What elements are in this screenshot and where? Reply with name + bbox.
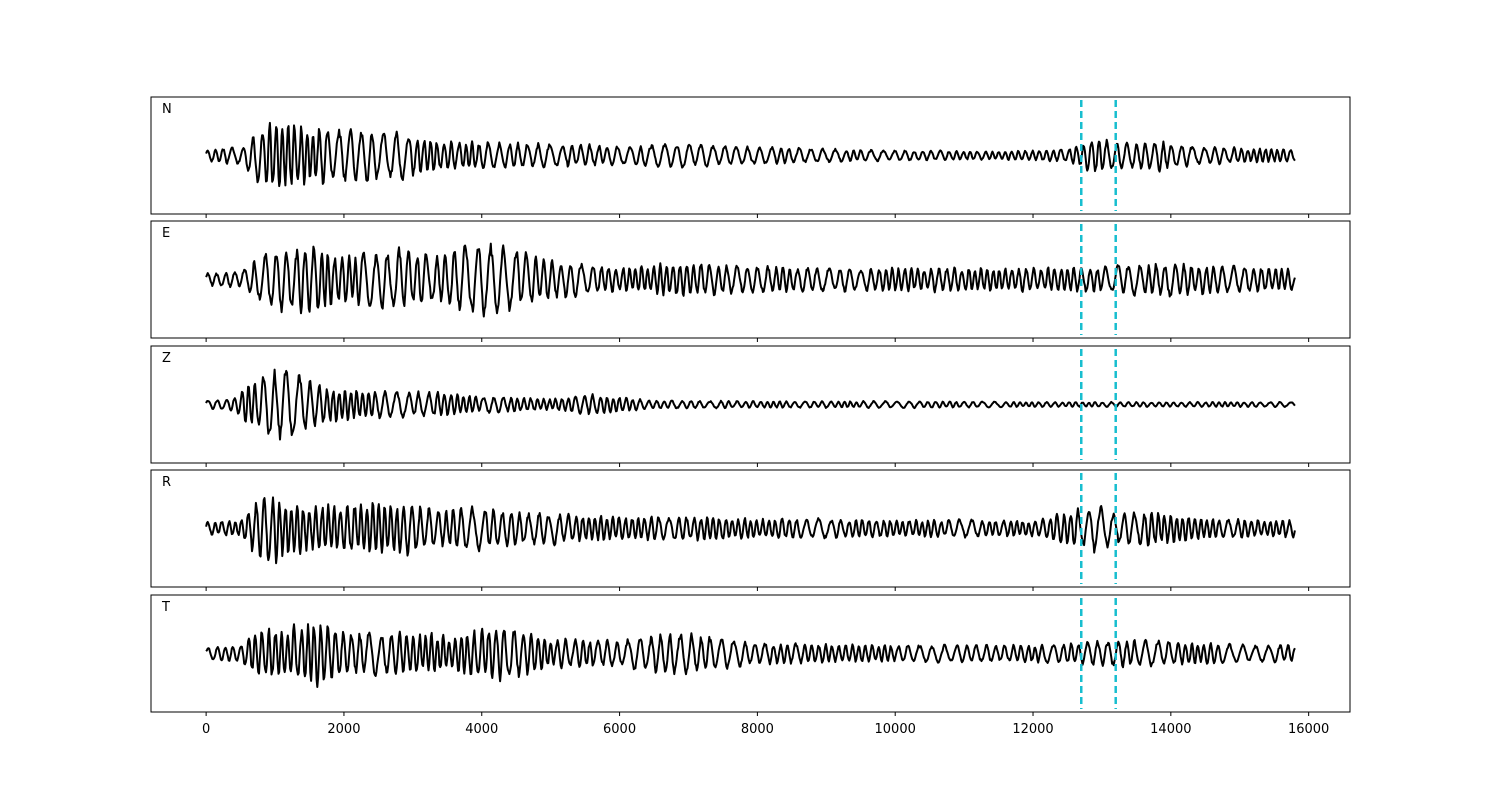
panel-label: N: [162, 102, 172, 117]
panel-r: R: [150, 469, 1351, 591]
waveform-line: [205, 121, 1296, 188]
x-tick-label: 16000: [1288, 722, 1329, 737]
x-tick-label: 4000: [465, 722, 498, 737]
panel-label: R: [162, 475, 171, 490]
x-tick-label: 8000: [741, 722, 774, 737]
x-tick-label: 10000: [875, 722, 916, 737]
panels-layer: N E Z R T: [150, 96, 1351, 716]
panel-label: T: [161, 600, 170, 615]
panel-label: Z: [162, 351, 171, 366]
x-tick-label: 2000: [327, 722, 360, 737]
x-tick-label: 6000: [603, 722, 636, 737]
panel-n: N: [150, 96, 1351, 218]
waveform-line: [205, 496, 1296, 565]
panel-frame: [150, 594, 1351, 713]
panel-e: E: [150, 220, 1351, 342]
x-tick-label: 14000: [1150, 722, 1191, 737]
panel-z: Z: [150, 345, 1351, 467]
x-tick-label: 12000: [1012, 722, 1053, 737]
panel-label: E: [162, 226, 170, 241]
x-tick-label: 0: [202, 722, 210, 737]
waveform-line: [205, 623, 1296, 688]
waveform-line: [205, 242, 1296, 318]
x-axis: 0 2000 4000 6000 8000 10000 12000 14000 16000: [202, 722, 1329, 737]
panel-t: T: [150, 594, 1351, 716]
waveform-line: [205, 368, 1296, 441]
